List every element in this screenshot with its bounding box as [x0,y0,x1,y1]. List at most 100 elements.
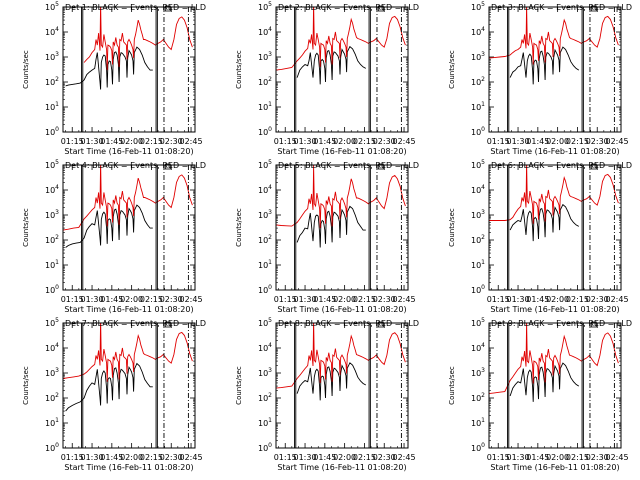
y-tick-label: 100 [45,284,59,295]
y-tick-label: 102 [471,76,485,87]
plot-frame [488,6,622,133]
x-tick-label: 01:30 [507,453,530,462]
y-tick-label: 105 [45,1,59,12]
y-tick-label: 102 [258,392,272,403]
y-tick-label: 104 [258,26,272,37]
x-axis-label: Start Time (16-Feb-11 01:08:20) [64,147,193,156]
x-tick-label: 01:15 [487,295,510,304]
y-tick-label: 101 [471,417,485,428]
panel-8: 10010110210310410501:1501:3001:4502:0002… [235,317,419,472]
y-tick-label: 105 [258,317,272,328]
x-tick-label: 01:45 [100,137,123,146]
x-tick-label: 01:45 [313,295,336,304]
lld-series [489,323,619,395]
x-tick-label: 01:15 [61,137,84,146]
x-tick-label: 01:15 [487,137,510,146]
y-tick-label: 104 [471,184,485,195]
y-tick-label: 100 [471,284,485,295]
y-tick-label: 102 [471,234,485,245]
y-axis-label: Counts/sec [448,208,456,247]
plot-frame [488,164,622,291]
y-tick-label: 100 [471,126,485,137]
y-tick-label: 104 [45,342,59,353]
y-tick-label: 100 [471,442,485,453]
panel-title: Det 8: BLACK = Events, RED = LLD [278,319,419,328]
plot-frame [488,322,622,449]
y-tick-label: 100 [258,284,272,295]
x-tick-label: 01:15 [274,295,297,304]
lld-series [276,7,406,71]
x-tick-label: 01:45 [526,137,549,146]
y-tick-label: 101 [258,259,272,270]
x-tick-label: 02:30 [373,295,396,304]
y-axis-label: Counts/sec [448,366,456,405]
x-axis-label: Start Time (16-Feb-11 01:08:20) [277,305,406,314]
x-axis-label: Start Time (16-Feb-11 01:08:20) [490,463,619,472]
y-tick-label: 103 [45,209,59,220]
y-tick-label: 103 [471,51,485,62]
events-series [65,204,153,248]
marker-box [164,321,171,328]
plot-frame [62,322,196,449]
marker-box [377,5,384,12]
x-tick-label: 02:15 [140,137,163,146]
x-tick-label: 02:30 [373,453,396,462]
x-tick-label: 02:15 [140,295,163,304]
x-tick-label: 01:30 [507,295,530,304]
x-tick-label: 02:45 [180,295,203,304]
x-tick-label: 01:30 [81,295,104,304]
x-tick-label: 01:30 [81,453,104,462]
x-tick-label: 01:30 [81,137,104,146]
x-axis-label: Start Time (16-Feb-11 01:08:20) [64,463,193,472]
panel-title: Det 2: BLACK = Events, RED = LLD [278,3,419,12]
x-tick-label: 01:45 [100,453,123,462]
x-tick-label: 02:30 [373,137,396,146]
x-tick-label: 02:45 [606,453,629,462]
lld-series [489,165,619,224]
y-tick-label: 105 [258,159,272,170]
x-tick-label: 01:15 [487,453,510,462]
y-tick-label: 104 [471,26,485,37]
panel-3: 10010110210310410501:1501:3001:4502:0002… [448,1,632,156]
marker-box [164,163,171,170]
y-axis-label: Counts/sec [22,50,30,89]
y-tick-label: 103 [471,209,485,220]
x-axis-label: Start Time (16-Feb-11 01:08:20) [277,147,406,156]
x-tick-label: 01:45 [313,453,336,462]
x-tick-label: 02:00 [120,295,143,304]
x-tick-label: 01:45 [313,137,336,146]
marker-box [164,5,171,12]
y-tick-label: 102 [258,76,272,87]
y-tick-label: 104 [471,342,485,353]
marker-box [590,321,597,328]
x-tick-label: 01:30 [294,453,317,462]
y-axis-label: Counts/sec [235,208,243,247]
x-tick-label: 01:30 [294,137,317,146]
x-tick-label: 02:15 [140,453,163,462]
y-tick-label: 103 [258,367,272,378]
x-tick-label: 02:45 [393,295,416,304]
y-axis-label: Counts/sec [22,366,30,405]
panel-2: 10010110210310410501:1501:3001:4502:0002… [235,1,419,156]
events-series [296,362,367,401]
y-tick-label: 105 [45,159,59,170]
plot-frame [275,6,409,133]
panel-title: Det 3: BLACK = Events, RED = LLD [491,3,632,12]
x-tick-label: 02:30 [586,453,609,462]
panel-9: 10010110210310410501:1501:3001:4502:0002… [448,317,632,472]
events-series [509,362,580,402]
y-tick-label: 102 [45,76,59,87]
panel-title: Det 4: BLACK = Events, RED = LLD [65,161,206,170]
plot-frame [62,6,196,133]
marker-box [377,321,384,328]
y-tick-label: 100 [258,442,272,453]
panel-4: 10010110210310410501:1501:3001:4502:0002… [22,159,206,314]
x-tick-label: 02:45 [606,137,629,146]
x-tick-label: 01:15 [61,453,84,462]
y-tick-label: 104 [45,184,59,195]
lld-series [83,7,193,71]
y-tick-label: 100 [45,442,59,453]
panel-7: 10010110210310410501:1501:3001:4502:0002… [22,317,206,472]
y-tick-label: 104 [258,184,272,195]
